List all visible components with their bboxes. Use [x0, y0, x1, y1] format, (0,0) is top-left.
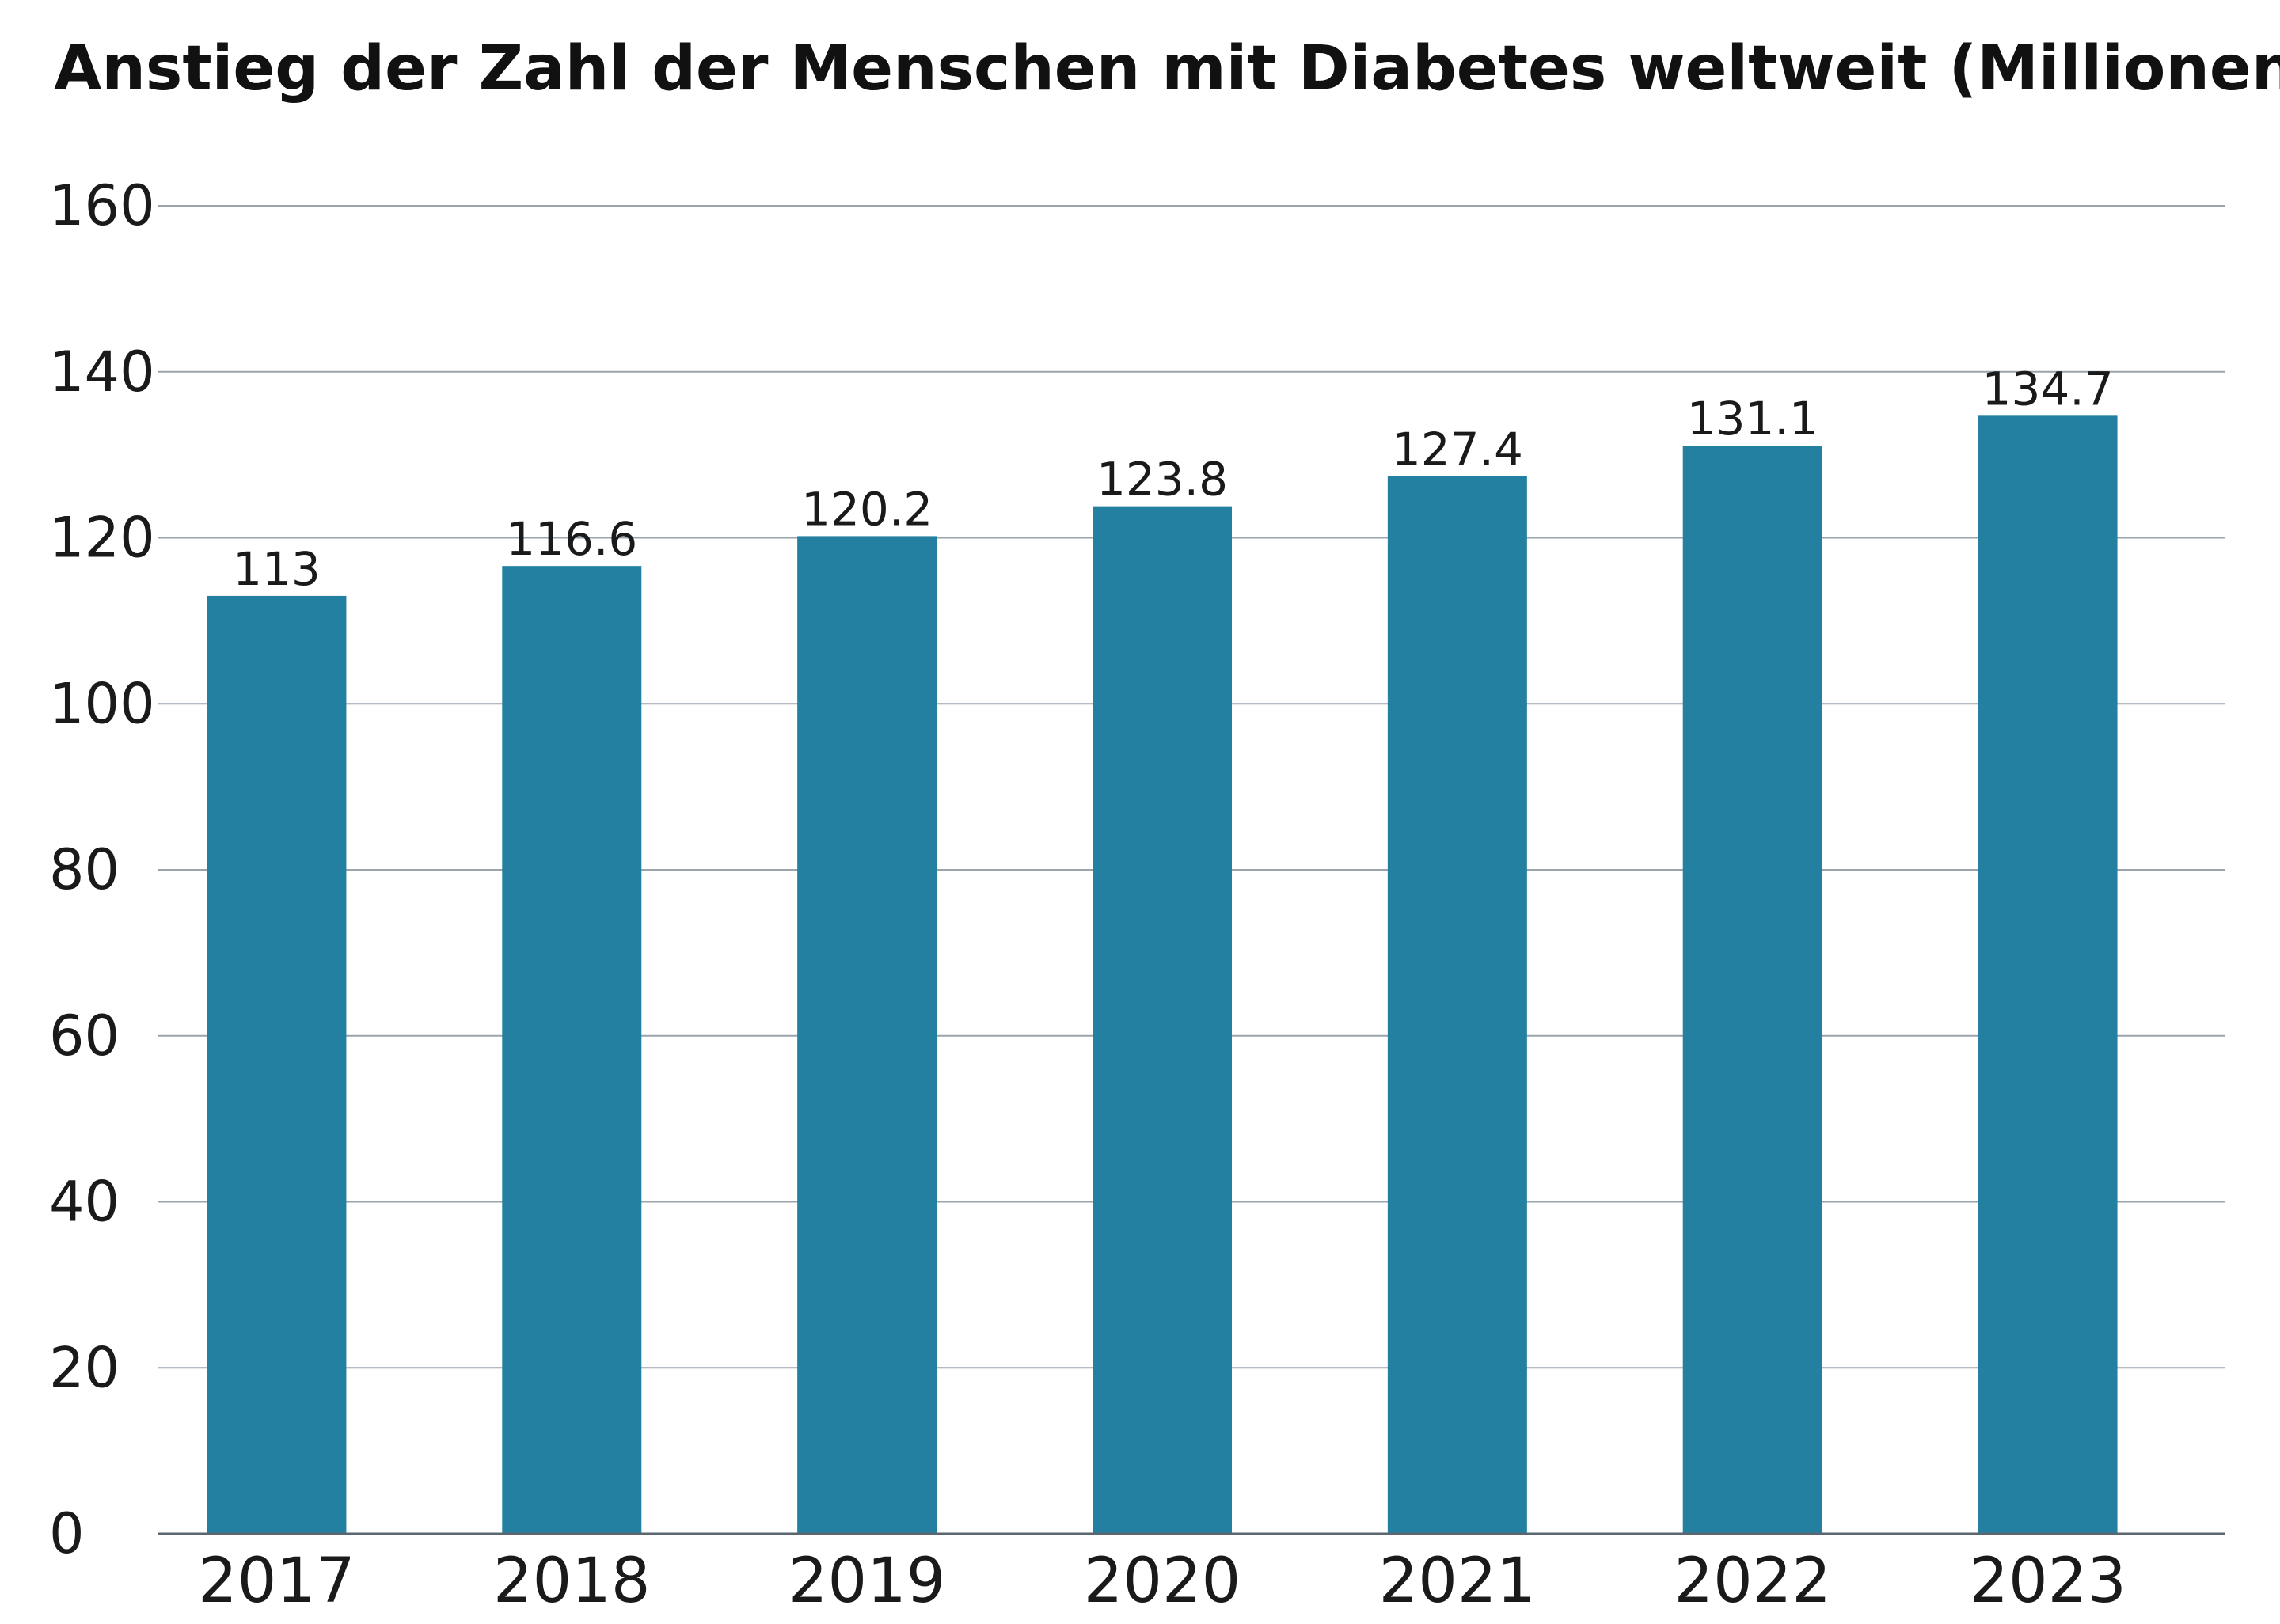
x-tick-label-2017: 2017 [198, 1546, 355, 1617]
y-tick-label: 0 [49, 1501, 85, 1566]
chart-title: Anstieg der Zahl der Menschen mit Diabet… [54, 33, 2280, 104]
data-label-2018: 116.6 [506, 512, 637, 566]
y-tick-label: 160 [49, 173, 155, 238]
data-label-2021: 127.4 [1392, 423, 1523, 476]
y-tick-label: 100 [49, 671, 155, 736]
bar-2022 [1682, 446, 1822, 1534]
bar-2023 [1978, 415, 2118, 1534]
bar-2018 [502, 566, 642, 1534]
y-axis-tick-labels: 0 20 40 60 80 100 120 140 160 [49, 173, 155, 1566]
data-label-2017: 113 [233, 542, 321, 596]
y-tick-label: 140 [49, 340, 155, 404]
data-labels: 113 116.6 120.2 123.8 127.4 131.1 134.7 [233, 362, 2114, 596]
x-tick-label-2021: 2021 [1379, 1546, 1537, 1617]
bar-2019 [797, 536, 937, 1534]
x-tick-label-2020: 2020 [1084, 1546, 1241, 1617]
x-axis-category-labels: 2017 2018 2019 2020 2021 2022 2023 [198, 1546, 2126, 1617]
data-label-2019: 120.2 [801, 482, 933, 536]
data-label-2023: 134.7 [1982, 362, 2114, 415]
y-tick-label: 40 [49, 1170, 120, 1235]
data-label-2020: 123.8 [1096, 453, 1228, 507]
x-tick-label-2022: 2022 [1674, 1546, 1831, 1617]
bar-2020 [1092, 506, 1232, 1535]
data-label-2022: 131.1 [1687, 392, 1818, 446]
x-tick-label-2019: 2019 [788, 1546, 946, 1617]
x-tick-label-2018: 2018 [493, 1546, 651, 1617]
y-tick-label: 60 [49, 1004, 120, 1068]
bar-2017 [207, 595, 347, 1534]
y-tick-label: 80 [49, 837, 120, 902]
y-tick-label: 120 [49, 506, 155, 571]
bars [207, 415, 2118, 1535]
x-tick-label-2023: 2023 [1969, 1546, 2126, 1617]
bar-2021 [1387, 476, 1527, 1534]
y-tick-label: 20 [49, 1335, 120, 1400]
